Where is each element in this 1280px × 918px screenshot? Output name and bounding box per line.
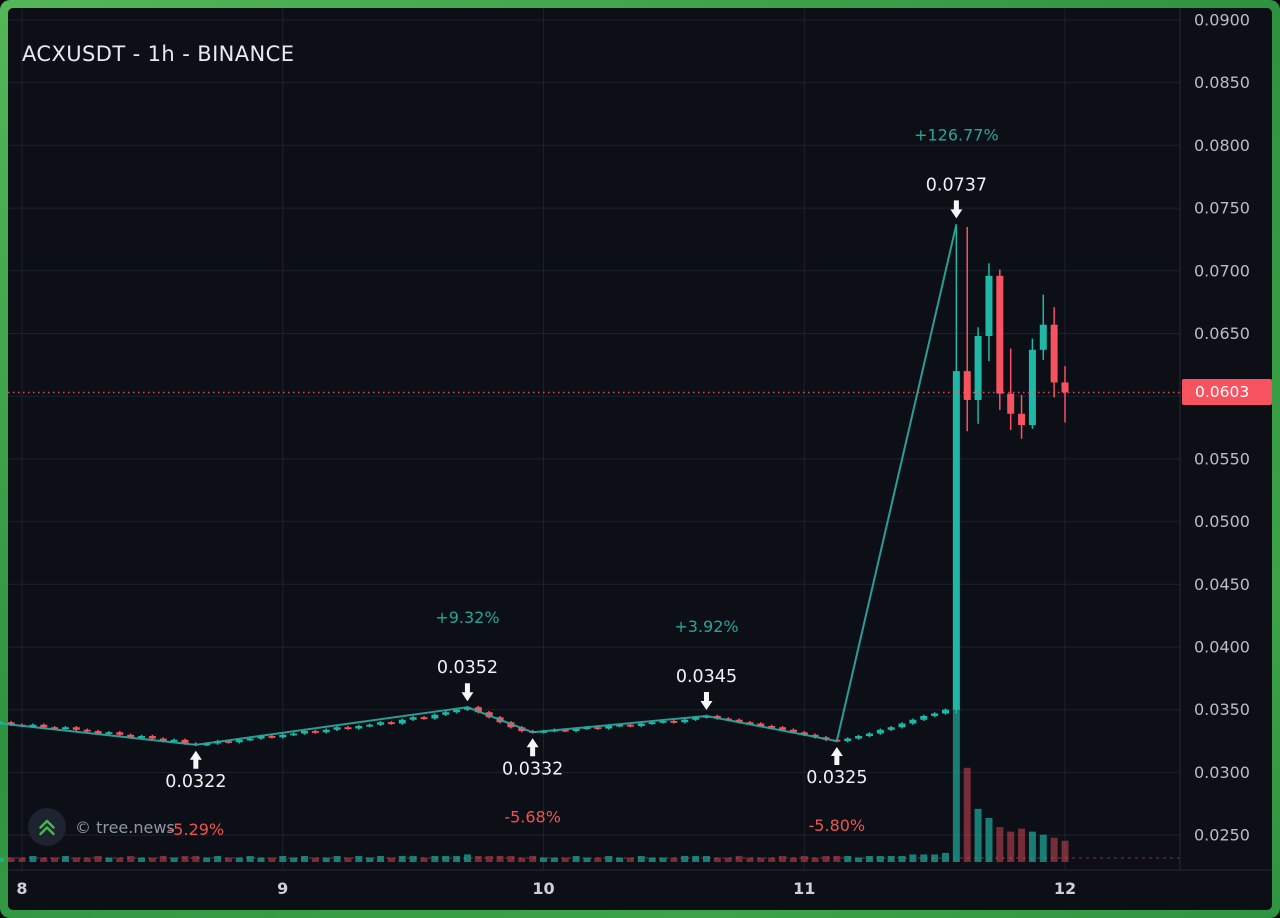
swing-percent-label: -5.80%	[809, 816, 866, 835]
swing-price-label: 0.0352	[437, 658, 498, 678]
time-axis-label: 12	[1054, 879, 1076, 898]
swing-percent-label: +126.77%	[914, 125, 999, 144]
price-axis-label: 0.0300	[1194, 763, 1250, 782]
swing-percent-label: -5.29%	[168, 820, 225, 839]
watermark-text: © tree.news	[75, 817, 175, 837]
price-axis-label: 0.0800	[1194, 136, 1250, 155]
time-axis[interactable]: 8 9 10 11 12	[8, 869, 1272, 898]
price-axis-label: 0.0250	[1194, 826, 1250, 845]
price-axis[interactable]: 0.09000.08500.08000.07500.07000.06500.06…	[1179, 8, 1250, 870]
tree-news-logo	[28, 808, 66, 846]
time-axis-label: 8	[16, 879, 27, 898]
price-axis-label: 0.0450	[1194, 575, 1250, 594]
swing-percent-label: -5.68%	[504, 807, 561, 826]
swing-price-label: 0.0325	[806, 768, 867, 788]
volume-bars	[0, 707, 1069, 862]
swing-percent-label: +9.32%	[435, 608, 499, 627]
swing-price-label: 0.0737	[926, 175, 987, 195]
chart-title: ACXUSDT - 1h - BINANCE	[22, 42, 295, 66]
swing-price-label: 0.0322	[165, 772, 226, 792]
swing-price-label: 0.0345	[676, 667, 737, 687]
arrow-up-icon	[189, 750, 202, 769]
watermark: © tree.news	[28, 808, 175, 846]
price-axis-label: 0.0350	[1194, 700, 1250, 719]
time-axis-label: 9	[277, 879, 288, 898]
double-chevron-up-icon	[39, 819, 55, 836]
price-axis-label: 0.0900	[1194, 11, 1250, 30]
swing-percent-label: +3.92%	[674, 617, 738, 636]
swing-annotations: 0.0322 -5.29% 0.0352 +9.32% 0.0332 -5.68% 0.03…	[165, 125, 998, 838]
current-price-tag: 0.0603	[1182, 379, 1272, 406]
arrow-down-icon	[461, 683, 474, 702]
time-axis-label: 10	[532, 879, 554, 898]
price-axis-label: 0.0750	[1194, 199, 1250, 218]
price-axis-label: 0.0550	[1194, 449, 1250, 468]
price-axis-label: 0.0850	[1194, 73, 1250, 92]
arrow-up-icon	[830, 747, 843, 766]
price-axis-label: 0.0500	[1194, 512, 1250, 531]
arrow-up-icon	[526, 738, 539, 757]
grid-lines	[8, 8, 1180, 870]
swing-price-label: 0.0332	[502, 759, 563, 779]
zigzag-line	[0, 224, 958, 746]
candles	[0, 224, 1069, 747]
time-axis-label: 11	[793, 879, 815, 898]
arrow-down-icon	[700, 691, 713, 710]
price-axis-label: 0.0650	[1194, 324, 1250, 343]
price-axis-label: 0.0700	[1194, 261, 1250, 280]
price-axis-label: 0.0400	[1194, 638, 1250, 657]
arrow-down-icon	[950, 200, 963, 219]
